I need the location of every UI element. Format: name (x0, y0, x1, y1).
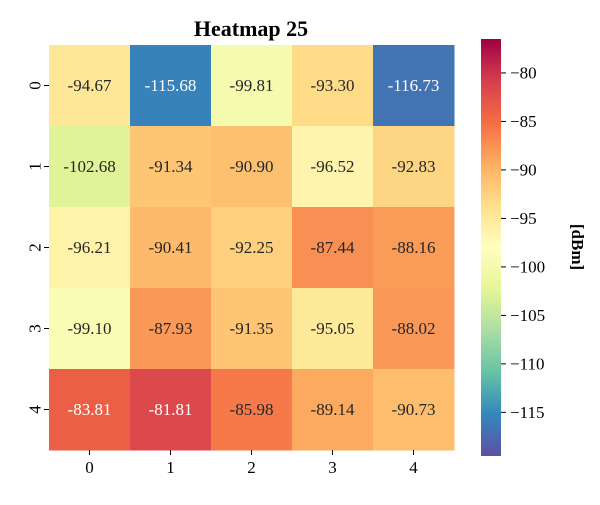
cell-value-label: -115.68 (145, 76, 197, 95)
x-tick-label: 4 (409, 458, 418, 477)
cell-value-label: -88.16 (392, 238, 436, 257)
cell-value-label: -83.81 (68, 400, 112, 419)
heatmap-cell (373, 207, 455, 289)
colorbar-tick-label: −115 (510, 403, 544, 422)
heatmap-cell (130, 45, 212, 127)
heatmap-cell (292, 45, 374, 127)
cell-value-label: -94.67 (68, 76, 112, 95)
cell-value-label: -93.30 (311, 76, 355, 95)
cell-value-label: -90.90 (230, 157, 274, 176)
colorbar (481, 39, 501, 456)
y-tick-label: 4 (26, 405, 45, 414)
cell-value-label: -96.21 (68, 238, 112, 257)
cell-value-label: -85.98 (230, 400, 274, 419)
heatmap-cell (292, 126, 374, 208)
heatmap-cell (49, 369, 131, 451)
x-tick-label: 1 (166, 458, 175, 477)
heatmap-cell (211, 207, 293, 289)
cell-value-label: -96.52 (311, 157, 355, 176)
y-tick-label: 0 (26, 81, 45, 90)
heatmap-cell (211, 45, 293, 127)
colorbar-tick-label: −90 (510, 160, 537, 179)
cell-value-label: -92.25 (230, 238, 274, 257)
heatmap-cell (49, 207, 131, 289)
colorbar-tick-label: −105 (510, 306, 545, 325)
heatmap-cell (130, 207, 212, 289)
cell-value-label: -92.83 (392, 157, 436, 176)
cell-value-label: -99.81 (230, 76, 274, 95)
y-tick-label: 3 (26, 324, 45, 333)
cell-value-label: -89.14 (311, 400, 355, 419)
cell-value-label: -116.73 (388, 76, 440, 95)
x-tick-label: 3 (328, 458, 337, 477)
heatmap-cell (292, 288, 374, 370)
cell-value-label: -90.41 (149, 238, 193, 257)
heatmap-cell (292, 207, 374, 289)
cell-value-label: -95.05 (311, 319, 355, 338)
x-tick-label: 2 (247, 458, 256, 477)
heatmap-cell (130, 369, 212, 451)
colorbar-tick-label: −110 (510, 354, 544, 373)
x-tick-label: 0 (85, 458, 94, 477)
cell-value-label: -88.02 (392, 319, 436, 338)
heatmap-cell (211, 369, 293, 451)
colorbar-tick-label: −95 (510, 209, 537, 228)
heatmap-cell (49, 45, 131, 127)
chart-title: Heatmap 25 (194, 16, 308, 41)
colorbar-ticks: −80 −85 −90 −95 −100 −105 −110 −115 (501, 63, 545, 422)
cell-value-label: -99.10 (68, 319, 112, 338)
heatmap-grid: -94.67 -115.68 -99.81 -93.30 -116.73 -102.68 -… (49, 45, 455, 451)
heatmap-cell (373, 45, 455, 127)
heatmap-cell (211, 288, 293, 370)
cell-value-label: -91.35 (230, 319, 274, 338)
colorbar-tick-label: −100 (510, 257, 545, 276)
heatmap-cell (130, 126, 212, 208)
heatmap-cell (49, 126, 131, 208)
cell-value-label: -87.44 (311, 238, 355, 257)
x-axis: 0 1 2 3 4 (85, 450, 418, 477)
heatmap-cell (373, 288, 455, 370)
y-axis: 0 1 2 3 4 (26, 81, 49, 414)
colorbar-tick-label: −85 (510, 112, 537, 131)
heatmap-cell (373, 369, 455, 451)
cell-value-label: -102.68 (63, 157, 115, 176)
colorbar-label: [dBm] (568, 224, 587, 270)
y-tick-label: 1 (26, 162, 45, 171)
heatmap-cell (49, 288, 131, 370)
cell-value-label: -91.34 (149, 157, 193, 176)
cell-value-label: -90.73 (392, 400, 436, 419)
heatmap-cell (292, 369, 374, 451)
colorbar-tick-label: −80 (510, 63, 537, 82)
heatmap-cell (211, 126, 293, 208)
cell-value-label: -81.81 (149, 400, 193, 419)
heatmap-cell (373, 126, 455, 208)
heatmap-cell (130, 288, 212, 370)
y-tick-label: 2 (26, 243, 45, 252)
cell-value-label: -87.93 (149, 319, 193, 338)
